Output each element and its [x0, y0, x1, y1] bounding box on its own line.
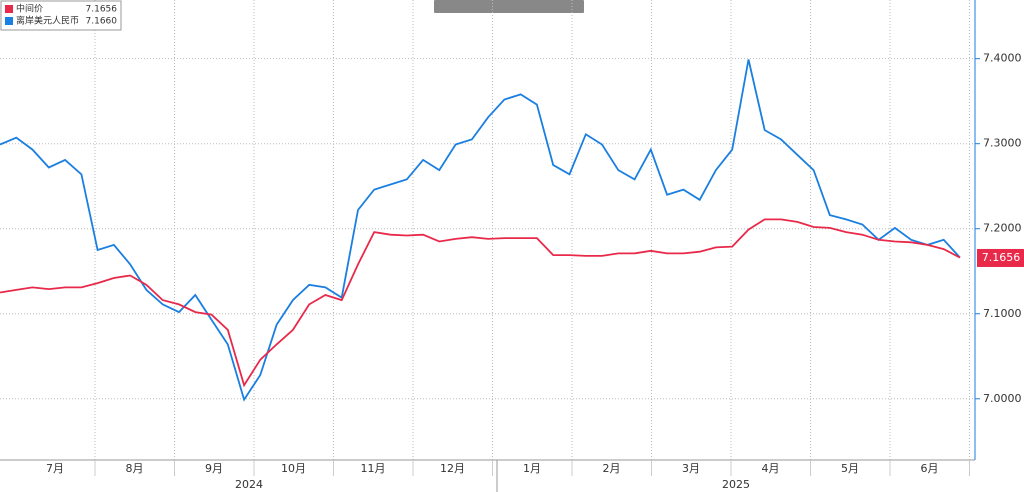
y-tick-label: 7.2000 — [983, 222, 1022, 235]
x-tick-label: 5月 — [841, 462, 859, 475]
y-tick-label: 7.0000 — [983, 392, 1022, 405]
legend-value: 7.1656 — [86, 5, 118, 15]
y-tick-label: 7.1000 — [983, 307, 1022, 320]
y-tick-label: 7.3000 — [983, 137, 1022, 150]
x-tick-label: 12月 — [440, 462, 465, 475]
x-tick-label: 10月 — [281, 462, 306, 475]
year-label: 2024 — [235, 478, 263, 491]
x-tick-label: 1月 — [523, 462, 541, 475]
series-line — [0, 218, 961, 388]
x-tick-label: 3月 — [682, 462, 700, 475]
toolbar — [434, 0, 584, 13]
x-tick-label: 11月 — [361, 462, 386, 475]
x-tick-label: 8月 — [126, 462, 144, 475]
x-tick-label: 9月 — [205, 462, 223, 475]
legend: 中间价 7.1656 离岸美元人民币 7.1660 — [0, 0, 122, 31]
series-line — [0, 59, 961, 402]
y-tick-label: 7.4000 — [983, 52, 1022, 65]
x-tick-label: 4月 — [762, 462, 780, 475]
x-tick-label: 6月 — [921, 462, 939, 475]
legend-box — [0, 0, 122, 31]
toolbar-bar — [434, 0, 584, 13]
legend-value: 7.1660 — [86, 17, 118, 27]
legend-label: 离岸美元人民币 — [16, 15, 79, 27]
last-value-tag — [977, 248, 1024, 267]
x-tick-label: 7月 — [46, 462, 64, 475]
legend-label: 中间价 — [16, 3, 43, 15]
legend-swatch — [5, 5, 13, 13]
legend-swatch — [5, 17, 13, 25]
year-label: 2025 — [722, 478, 750, 491]
last-value-label: 7.1656 — [982, 251, 1021, 264]
x-tick-label: 2月 — [603, 462, 621, 475]
